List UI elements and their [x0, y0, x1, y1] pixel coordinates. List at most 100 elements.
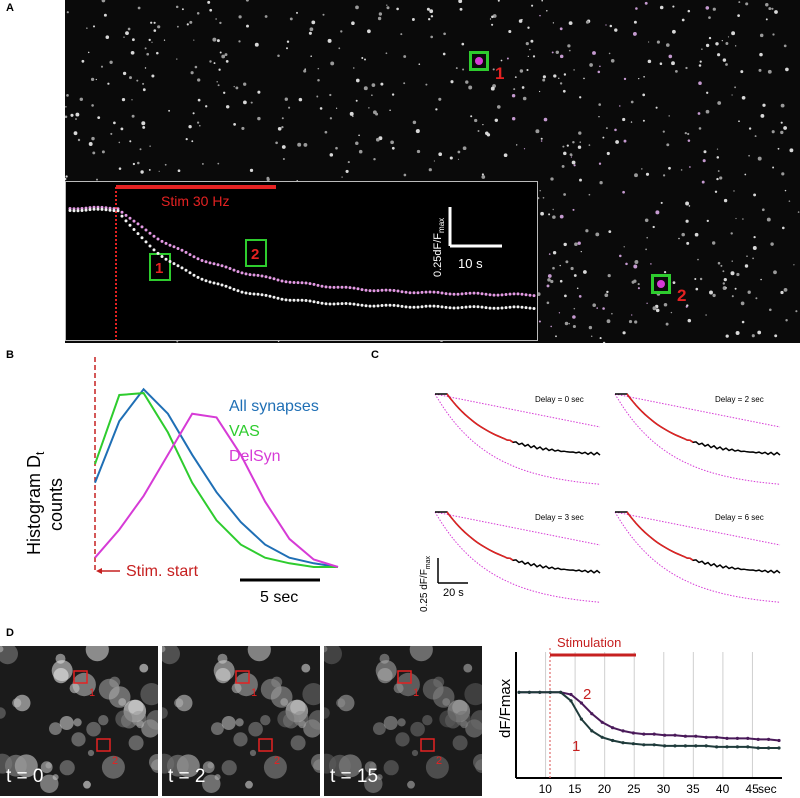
speckle: [390, 140, 394, 145]
trace-roi-2-point: [444, 292, 448, 296]
speckle: [364, 58, 366, 61]
trace-roi-2-point: [312, 282, 316, 286]
trace-roi-2-point: [528, 293, 532, 297]
fluorescent-blob: [409, 646, 433, 662]
fluorescent-blob: [271, 676, 283, 688]
fluorescent-blob: [248, 721, 263, 737]
inset-box-2-label: 2: [251, 246, 259, 263]
trace-roi-2-point: [204, 260, 208, 264]
speckle: [706, 219, 709, 223]
trace-roi-2-point: [276, 278, 280, 282]
speckle: [201, 162, 204, 165]
speckle: [377, 16, 382, 21]
fluorescent-blob: [336, 698, 346, 708]
speckle: [705, 43, 710, 48]
speckle: [491, 15, 494, 19]
speckle: [224, 53, 228, 57]
speckle: [190, 71, 194, 75]
trace-roi-1-point: [308, 299, 312, 303]
trace-roi-2-point: [288, 280, 292, 284]
speckle: [216, 80, 218, 83]
speckle: [642, 119, 645, 122]
speckle: [219, 51, 222, 54]
speckle: [529, 48, 531, 51]
trace-roi-1-point: [252, 292, 256, 296]
trace-roi-1-point: [332, 302, 336, 306]
fluorescent-blob: [0, 646, 18, 665]
speckle: [712, 293, 716, 298]
trace-roi-2-point: [348, 286, 352, 290]
speckle: [608, 230, 612, 234]
speckle: [561, 164, 565, 168]
speckle: [722, 58, 727, 62]
trace-roi-2-point: [140, 225, 144, 229]
trace-roi-1-point: [372, 304, 376, 308]
speckle: [548, 253, 551, 255]
fluorescent-blob: [146, 710, 158, 730]
trace-roi-2-point: [272, 277, 276, 281]
legend-all-synapses: All synapses: [229, 398, 319, 415]
speckle: [275, 141, 278, 145]
fluorescent-blob: [174, 698, 184, 708]
speckle: [526, 68, 529, 72]
speckle: [185, 137, 188, 141]
speckle: [368, 107, 370, 109]
trace-roi-1-point: [204, 279, 208, 283]
trace-roi-1-point: [72, 209, 76, 213]
speckle: [550, 279, 554, 284]
speckle: [209, 60, 212, 63]
trace-roi-1-point: [176, 264, 180, 268]
speckle: [539, 14, 541, 17]
fluorescent-blob: [245, 780, 253, 789]
trace-roi-1-point: [116, 209, 120, 213]
fluorescent-blob: [324, 646, 328, 653]
speckle: [727, 36, 730, 38]
trace-roi-2-point: [236, 270, 240, 274]
speckle: [430, 35, 434, 39]
speckle: [552, 22, 555, 24]
fluorescent-blob: [86, 721, 101, 737]
speckle: [219, 21, 222, 25]
inset-box-2: [245, 239, 267, 267]
speckle: [289, 17, 293, 21]
speckle: [578, 295, 582, 298]
speckle: [489, 18, 492, 20]
speckle: [619, 254, 622, 258]
speckle: [590, 335, 593, 338]
trace-roi-1-point: [520, 305, 524, 309]
speckle: [243, 82, 247, 86]
speckle: [577, 145, 582, 149]
trace-roi-1-point: [460, 306, 464, 309]
speckle: [567, 44, 571, 48]
trace-roi-1-point: [200, 277, 204, 281]
trace-roi-2-point: [220, 264, 224, 268]
trace-roi-2-point: [440, 291, 444, 295]
speckle: [751, 334, 755, 338]
trace-roi-1-point: [136, 232, 140, 236]
speckle: [282, 157, 285, 161]
speckle: [559, 214, 564, 219]
speckle: [712, 7, 716, 11]
trace-roi-1-point: [312, 300, 316, 304]
trace-roi-2-point: [460, 292, 464, 296]
speckle: [685, 219, 689, 223]
fluorescent-blob: [140, 683, 158, 706]
speckle: [637, 283, 640, 286]
roi-1-box: [235, 670, 250, 684]
trace-roi-1-point: [400, 304, 404, 308]
speckle: [678, 237, 680, 240]
speckle: [317, 79, 320, 82]
speckle: [130, 50, 135, 55]
speckle: [338, 47, 341, 50]
speckle: [500, 59, 503, 62]
trace-roi-2-point: [284, 280, 288, 284]
speckle: [209, 8, 213, 12]
speckle: [123, 36, 125, 38]
speckle: [197, 121, 200, 124]
speckle: [233, 123, 236, 126]
trace-roi-2-point: [476, 291, 480, 295]
fluorescent-blob: [118, 698, 127, 706]
trace-roi-1-point: [516, 305, 520, 309]
speckle: [199, 124, 201, 127]
speckle: [655, 106, 658, 109]
